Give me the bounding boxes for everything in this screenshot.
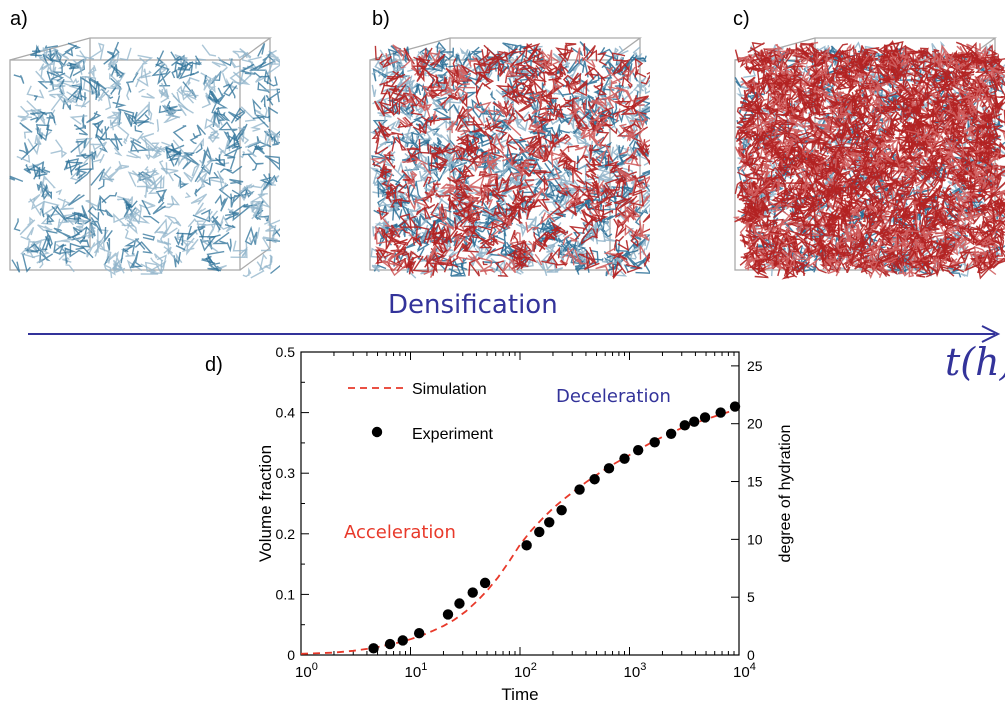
experiment-point [556, 504, 567, 516]
time-axis-label: t(h) [945, 340, 1005, 384]
y2-tick-label: 15 [747, 474, 763, 490]
y2-tick-label: 0 [747, 647, 755, 663]
experiment-point [589, 474, 600, 485]
experiment-point [479, 577, 491, 589]
y-axis-label: Volume fraction [256, 445, 275, 562]
network-fragments [369, 41, 650, 280]
experiment-point [467, 587, 478, 598]
structure-cube-a [9, 37, 280, 279]
experiment-point [632, 444, 644, 456]
experiment-point [649, 437, 660, 448]
deceleration-annotation: Deceleration [556, 386, 671, 407]
legend-experiment-swatch [371, 426, 383, 438]
y2-tick-label: 20 [747, 416, 763, 432]
y-tick-label: 0.5 [276, 344, 296, 360]
densification-label: Densification [388, 290, 558, 320]
experiment-point [413, 627, 425, 639]
experiment-point [544, 517, 555, 528]
x-axis-label: Time [501, 685, 538, 704]
structure-cube-c [732, 37, 1005, 280]
panel-d-label: d) [205, 354, 223, 376]
time-arrow [28, 325, 1001, 343]
y-tick-label: 0.4 [276, 405, 296, 421]
panel-a-label: a) [10, 8, 28, 30]
panel-c-label: c) [733, 8, 750, 30]
experiment-point [368, 643, 379, 654]
experiment-point [679, 420, 691, 431]
experiment-point [729, 401, 741, 412]
y2-tick-label: 25 [747, 358, 763, 374]
plot-frame [300, 351, 740, 656]
experiment-point [715, 407, 726, 418]
experiment-point [619, 453, 630, 464]
y-tick-label: 0.1 [276, 586, 296, 602]
experiment-point [442, 609, 454, 620]
experiment-point [689, 416, 700, 427]
x-tick-label: 104 [733, 661, 756, 681]
y-tick-label: 0.2 [276, 526, 296, 542]
experiment-point [699, 412, 711, 423]
experiment-point [521, 540, 532, 551]
network-fragments [732, 40, 1005, 280]
x-tick-label: 101 [405, 661, 428, 681]
experiment-point [534, 526, 545, 538]
legend-experiment-label: Experiment [412, 426, 493, 443]
y-tick-label: 0.3 [276, 465, 296, 481]
experiment-point [665, 428, 677, 440]
y-tick-label: 0 [287, 647, 295, 663]
panel-b-label: b) [372, 8, 390, 30]
x-tick-label: 100 [295, 661, 318, 681]
acceleration-annotation: Acceleration [344, 522, 456, 543]
experiment-point [397, 635, 408, 646]
experiment-point [384, 638, 396, 650]
y2-axis-label: degree of hydration [777, 425, 794, 563]
x-tick-label: 103 [624, 661, 647, 681]
structure-cube-b [369, 37, 650, 280]
experiment-point [603, 463, 615, 474]
y2-tick-label: 10 [747, 531, 763, 547]
experiment-point [574, 484, 585, 495]
x-tick-label: 102 [514, 661, 537, 681]
legend-simulation-label: Simulation [412, 381, 487, 398]
y2-tick-label: 5 [747, 589, 755, 605]
experiment-point [454, 598, 465, 609]
network-fragments [9, 41, 280, 279]
